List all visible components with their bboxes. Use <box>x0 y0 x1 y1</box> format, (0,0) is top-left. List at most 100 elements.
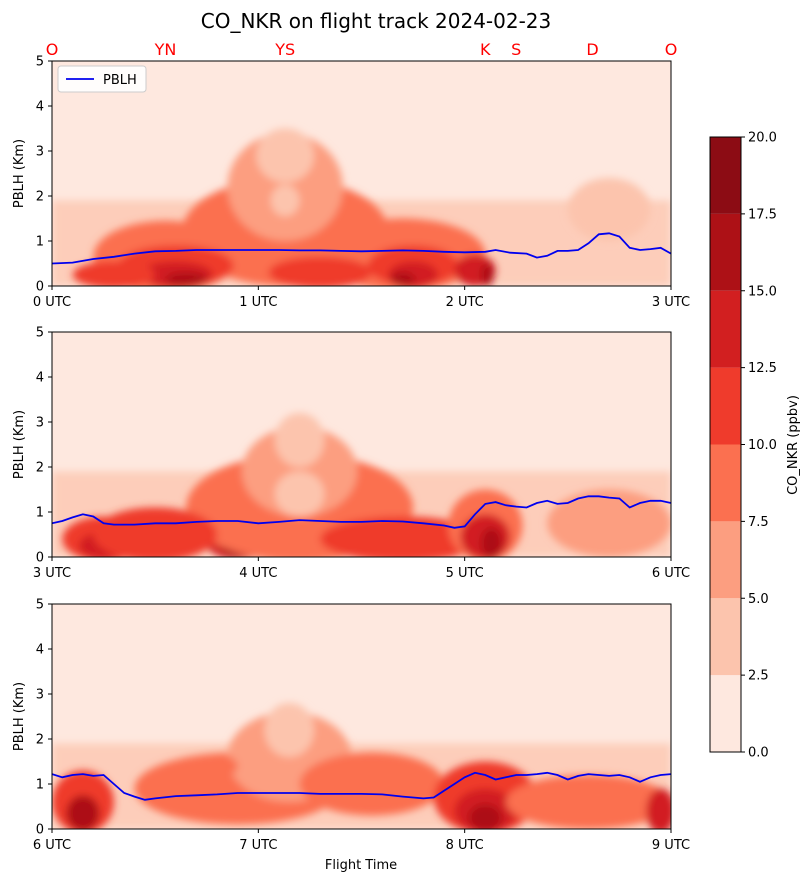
pblh-line <box>52 771 671 801</box>
axes-frame <box>51 331 672 558</box>
contour-cell <box>274 413 325 467</box>
colorbar-tick-label: 2.5 <box>748 669 769 684</box>
y-tick-label: 3 <box>36 416 44 431</box>
colorbar-tick-label: 0.0 <box>748 746 769 761</box>
panel-1: 0 1 2 3 4 5 PBLH (Km) 0 UTC 1 UTC 2 UTC 3 UTC <box>12 55 690 311</box>
x-tick-label: 6 UTC <box>33 838 71 853</box>
contour-cells <box>52 703 671 829</box>
panel-3: 0 1 2 3 4 5 PBLH (Km) 6 UTC 7 UTC 8 UTC 9 UTC <box>12 598 690 854</box>
contour-cell <box>299 752 445 816</box>
y-axis-label: PBLH (Km) <box>12 682 27 751</box>
contour-cell <box>390 272 416 286</box>
y-tick-label: 3 <box>36 145 44 160</box>
contour-cell <box>567 178 651 241</box>
y-tick-label: 2 <box>36 461 44 476</box>
colorbar-segment <box>710 137 741 214</box>
x-tick-label: 3 UTC <box>652 295 690 310</box>
contour-plot <box>52 61 671 286</box>
y-tick-label: 1 <box>36 506 44 521</box>
axes-frame <box>51 60 672 287</box>
x-tick-label: 9 UTC <box>652 838 690 853</box>
panel-2: 0 1 2 3 4 5 PBLH (Km) 3 UTC 4 UTC 5 UTC 6 UTC <box>12 326 690 582</box>
y-tick-label: 1 <box>36 235 44 250</box>
station-label: S <box>511 40 521 59</box>
colorbar-segment <box>710 521 741 599</box>
contour-cell <box>72 261 156 286</box>
y-axis-label: PBLH (Km) <box>12 410 27 479</box>
colorbar-segment <box>710 290 741 368</box>
x-tick-label: 3 UTC <box>33 566 71 581</box>
y-tick-label: 3 <box>36 688 44 703</box>
colorbar-segment <box>710 675 741 752</box>
y-tick-label: 2 <box>36 190 44 205</box>
colorbar-tick-label: 7.5 <box>748 515 769 530</box>
y-tick-label: 4 <box>36 643 44 658</box>
x-tick-label: 1 UTC <box>239 295 277 310</box>
contour-plot <box>52 332 671 557</box>
chart-title: CO_NKR on flight track 2024-02-23 <box>201 9 552 33</box>
station-label: O <box>665 40 678 59</box>
contour-cells <box>72 128 651 286</box>
legend-box <box>57 65 147 93</box>
station-label: O <box>46 40 59 59</box>
x-tick-label: 8 UTC <box>446 838 484 853</box>
contour-cell <box>270 184 300 217</box>
colorbar-tick-label: 5.0 <box>748 592 769 607</box>
y-tick-label: 0 <box>36 823 44 838</box>
colorbar-segment <box>710 213 741 291</box>
contour-cell <box>481 263 494 286</box>
y-tick-label: 5 <box>36 598 44 613</box>
contour-cell <box>93 507 218 557</box>
colorbar-tick-label: 20.0 <box>748 131 777 146</box>
x-tick-label: 2 UTC <box>446 295 484 310</box>
y-tick-label: 0 <box>36 551 44 566</box>
legend: PBLH <box>57 65 147 93</box>
y-tick-label: 4 <box>36 371 44 386</box>
pblh-line <box>52 232 671 265</box>
station-label: YS <box>274 40 295 59</box>
contour-cell <box>264 703 315 757</box>
contour-cell <box>165 272 207 286</box>
contour-cell <box>326 759 376 778</box>
colorbar-segment <box>710 367 741 445</box>
contour-cell <box>196 754 238 778</box>
contour-cell <box>274 471 325 517</box>
x-tick-label: 6 UTC <box>652 566 690 581</box>
y-tick-label: 1 <box>36 778 44 793</box>
colorbar-segment <box>710 598 741 676</box>
y-tick-label: 0 <box>36 280 44 295</box>
y-axis-label: PBLH (Km) <box>12 139 27 208</box>
y-tick-label: 5 <box>36 55 44 70</box>
colorbar: 0.0 2.5 5.0 7.5 10.0 12.5 15.0 17.5 20.0 <box>709 131 777 761</box>
x-tick-label: 0 UTC <box>33 295 71 310</box>
colorbar-tick-label: 17.5 <box>748 207 777 222</box>
contour-plot <box>52 604 671 829</box>
contour-cell <box>66 795 100 829</box>
contour-cell <box>646 788 671 829</box>
contour-cell <box>268 256 372 286</box>
x-tick-label: 5 UTC <box>446 566 484 581</box>
contour-cell <box>505 775 671 829</box>
contour-cell <box>256 128 315 183</box>
contour-cell <box>320 516 486 557</box>
x-tick-label: 7 UTC <box>239 838 277 853</box>
contour-cell <box>481 527 502 557</box>
station-label: K <box>480 40 491 59</box>
contour-cell <box>547 489 671 557</box>
colorbar-segment <box>710 444 741 522</box>
colorbar-tick-label: 12.5 <box>748 361 777 376</box>
station-label: YN <box>154 40 177 59</box>
colorbar-tick-label: 10.0 <box>748 438 777 453</box>
station-labels: O YN YS K S D O <box>46 40 678 59</box>
y-tick-label: 2 <box>36 733 44 748</box>
x-axis-label: Flight Time <box>325 858 397 873</box>
x-tick-label: 4 UTC <box>239 566 277 581</box>
axes-frame <box>51 603 672 830</box>
station-label: D <box>586 40 598 59</box>
y-tick-label: 4 <box>36 100 44 115</box>
pblh-line <box>52 495 671 529</box>
contour-cells <box>62 413 671 557</box>
colorbar-label: CO_NKR (ppbv) <box>786 395 801 495</box>
colorbar-tick-label: 15.0 <box>748 284 777 299</box>
